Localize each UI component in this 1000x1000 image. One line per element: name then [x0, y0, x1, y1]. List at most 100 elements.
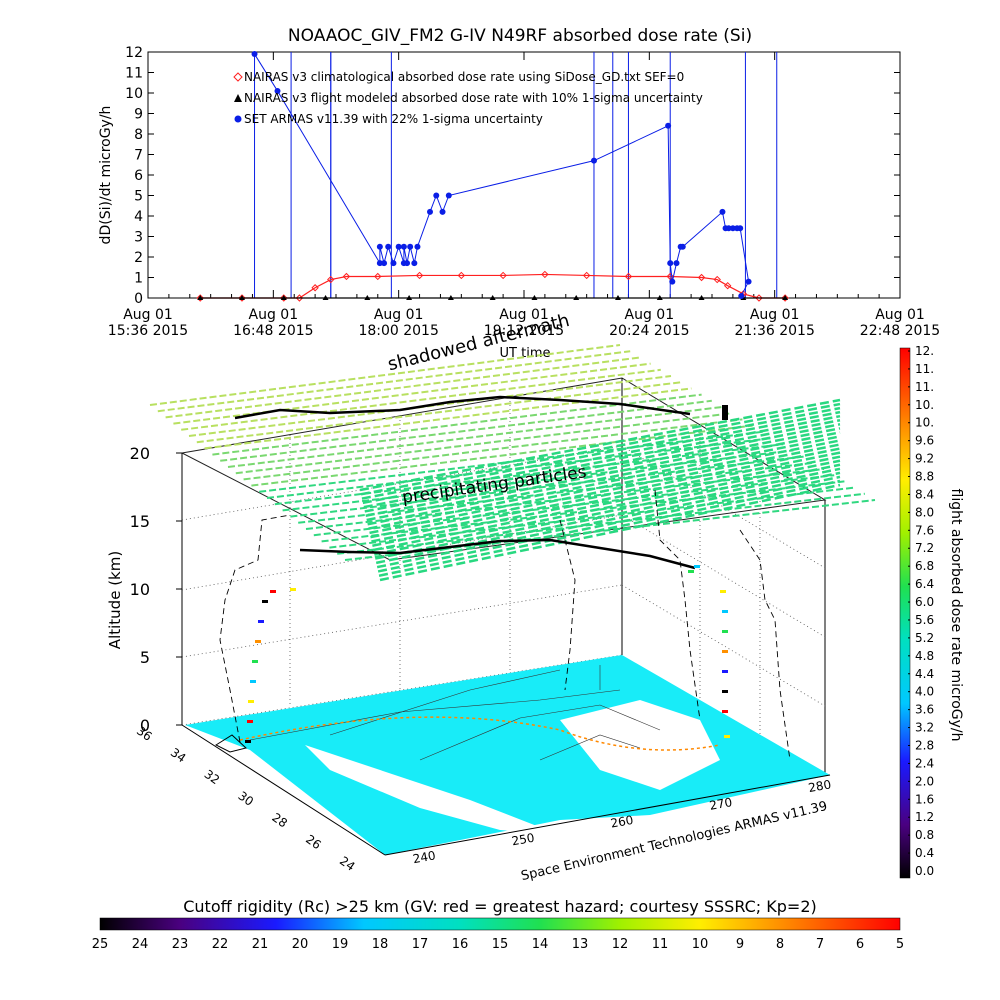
particle-stripe: [227, 406, 723, 468]
climatological-point: [374, 272, 382, 281]
particle-stripe: [157, 350, 631, 413]
armas-point: [251, 51, 258, 58]
vcb-tick-label: 11.: [915, 362, 934, 376]
armas-point: [376, 260, 383, 267]
vcb-tick-label: 10.: [915, 416, 934, 430]
longitude-tick-label: 250: [511, 831, 536, 849]
longitude-tick-label: 240: [412, 848, 437, 866]
descent-point: [688, 570, 694, 573]
armas-point: [395, 243, 402, 250]
top-xtick-label-time: 16:48 2015: [233, 323, 313, 339]
ascent-point: [245, 740, 251, 743]
longitude-tick-label: 260: [609, 813, 634, 831]
top-ytick-label: 11: [125, 66, 143, 82]
legend-marker: [233, 72, 243, 82]
top-ytick-label: 0: [134, 291, 143, 307]
top-legend: NAIRAS v3 climatological absorbed dose r…: [233, 70, 703, 126]
vcb-tick-label: 9.6: [915, 434, 934, 448]
longitude-axis: [384, 774, 831, 856]
armas-point: [407, 243, 414, 250]
particle-stripe-lower: [373, 455, 841, 552]
flight-modeled-point: [782, 295, 789, 300]
hcb-tick-label: 23: [172, 937, 189, 952]
top-ytick-label: 1: [134, 271, 143, 287]
particle-stripe-lower: [365, 423, 841, 517]
particle-stripe: [290, 455, 804, 518]
top-y-axis-label: dD(Si)/dt microGy/h: [98, 106, 114, 245]
flight-modeled-point: [280, 295, 287, 300]
particle-stripes-upper: [149, 344, 876, 561]
ascent-point: [270, 590, 276, 593]
hcb-tick-label: 13: [572, 937, 589, 952]
particle-stripe-lower: [361, 406, 841, 500]
armas-point: [679, 243, 686, 250]
armas-point: [669, 278, 676, 285]
hcb-tick-label: 9: [736, 937, 744, 952]
armas-point: [439, 208, 446, 215]
particle-stripe-lower: [370, 443, 841, 539]
rigidity-colorbar: [99, 917, 901, 931]
ascent-point: [290, 588, 296, 591]
top-ytick-label: 6: [134, 168, 143, 184]
top-xtick-label-time: 15:36 2015: [108, 323, 188, 339]
vcb-tick-label: 7.6: [915, 523, 934, 537]
climatological-point: [342, 272, 351, 281]
top-xtick-label-date: Aug 01: [625, 307, 675, 323]
vcb-tick-label: 12.: [915, 344, 934, 358]
top-xtick-label-time: 18:00 2015: [358, 323, 438, 339]
vcb-tick-label: 1.6: [915, 792, 934, 806]
rigidity-colorbar-title: Cutoff rigidity (Rc) >25 km (GV: red = g…: [183, 897, 817, 916]
armas-point: [737, 225, 744, 232]
particle-stripe: [243, 418, 743, 481]
longitude-tick-labels: 240 250 260 270 280: [412, 777, 833, 866]
descent-point: [722, 690, 728, 693]
descent-point: [724, 735, 730, 738]
armas-point: [385, 243, 392, 250]
hcb-tick-label: 6: [856, 937, 864, 952]
z-tick-label: 15: [130, 512, 150, 531]
latitude-tick-label: 26: [303, 832, 324, 852]
top-xtick-label-date: Aug 01: [875, 307, 925, 323]
flight-modeled-point: [656, 295, 663, 300]
particle-stripe-lower: [377, 475, 841, 573]
climatological-point: [713, 275, 721, 284]
latitude-tick-label: 34: [168, 745, 189, 765]
top-ytick-label: 3: [134, 230, 143, 246]
vcb-tick-label: 4.4: [915, 667, 934, 681]
vcb-tick-label: 5.2: [915, 631, 934, 645]
top-xtick-label-date: Aug 01: [249, 307, 299, 323]
armas-point: [427, 208, 433, 215]
descent-point: [722, 630, 728, 633]
particle-stripe-lower: [367, 431, 841, 526]
ground-map-white-region: [305, 745, 560, 835]
climatological-point: [311, 284, 319, 292]
hcb-tick-label: 24: [132, 937, 149, 952]
z-tick-label: 10: [130, 580, 150, 599]
flight-modeled-point: [531, 295, 538, 300]
top-xtick-label-date: Aug 01: [750, 307, 800, 323]
particle-stripe-lower: [378, 479, 841, 577]
flight-modeled-point: [197, 295, 204, 300]
top-xtick-label-time: 20:24 2015: [609, 323, 689, 339]
flight-modeled-point: [615, 295, 621, 300]
particle-stripe: [259, 430, 763, 493]
z-tick-label: 20: [130, 444, 150, 463]
top-ytick-label: 2: [134, 250, 143, 266]
particle-stripe-lower: [372, 451, 841, 547]
particle-stripe-lower: [359, 398, 841, 492]
particle-stripe-lower: [360, 402, 841, 496]
armas-point: [414, 243, 421, 250]
armas-point: [590, 157, 597, 164]
top-ytick-label: 7: [134, 148, 143, 164]
vcb-tick-label: 2.0: [915, 774, 934, 788]
particle-stripe-lower: [369, 439, 841, 535]
particle-stripe: [196, 381, 682, 444]
vcb-tick-label: 4.0: [915, 685, 934, 699]
climatological-point: [755, 294, 763, 302]
hcb-tick-label: 15: [492, 937, 509, 952]
top-xtick-label-time: 22:48 2015: [860, 323, 940, 339]
